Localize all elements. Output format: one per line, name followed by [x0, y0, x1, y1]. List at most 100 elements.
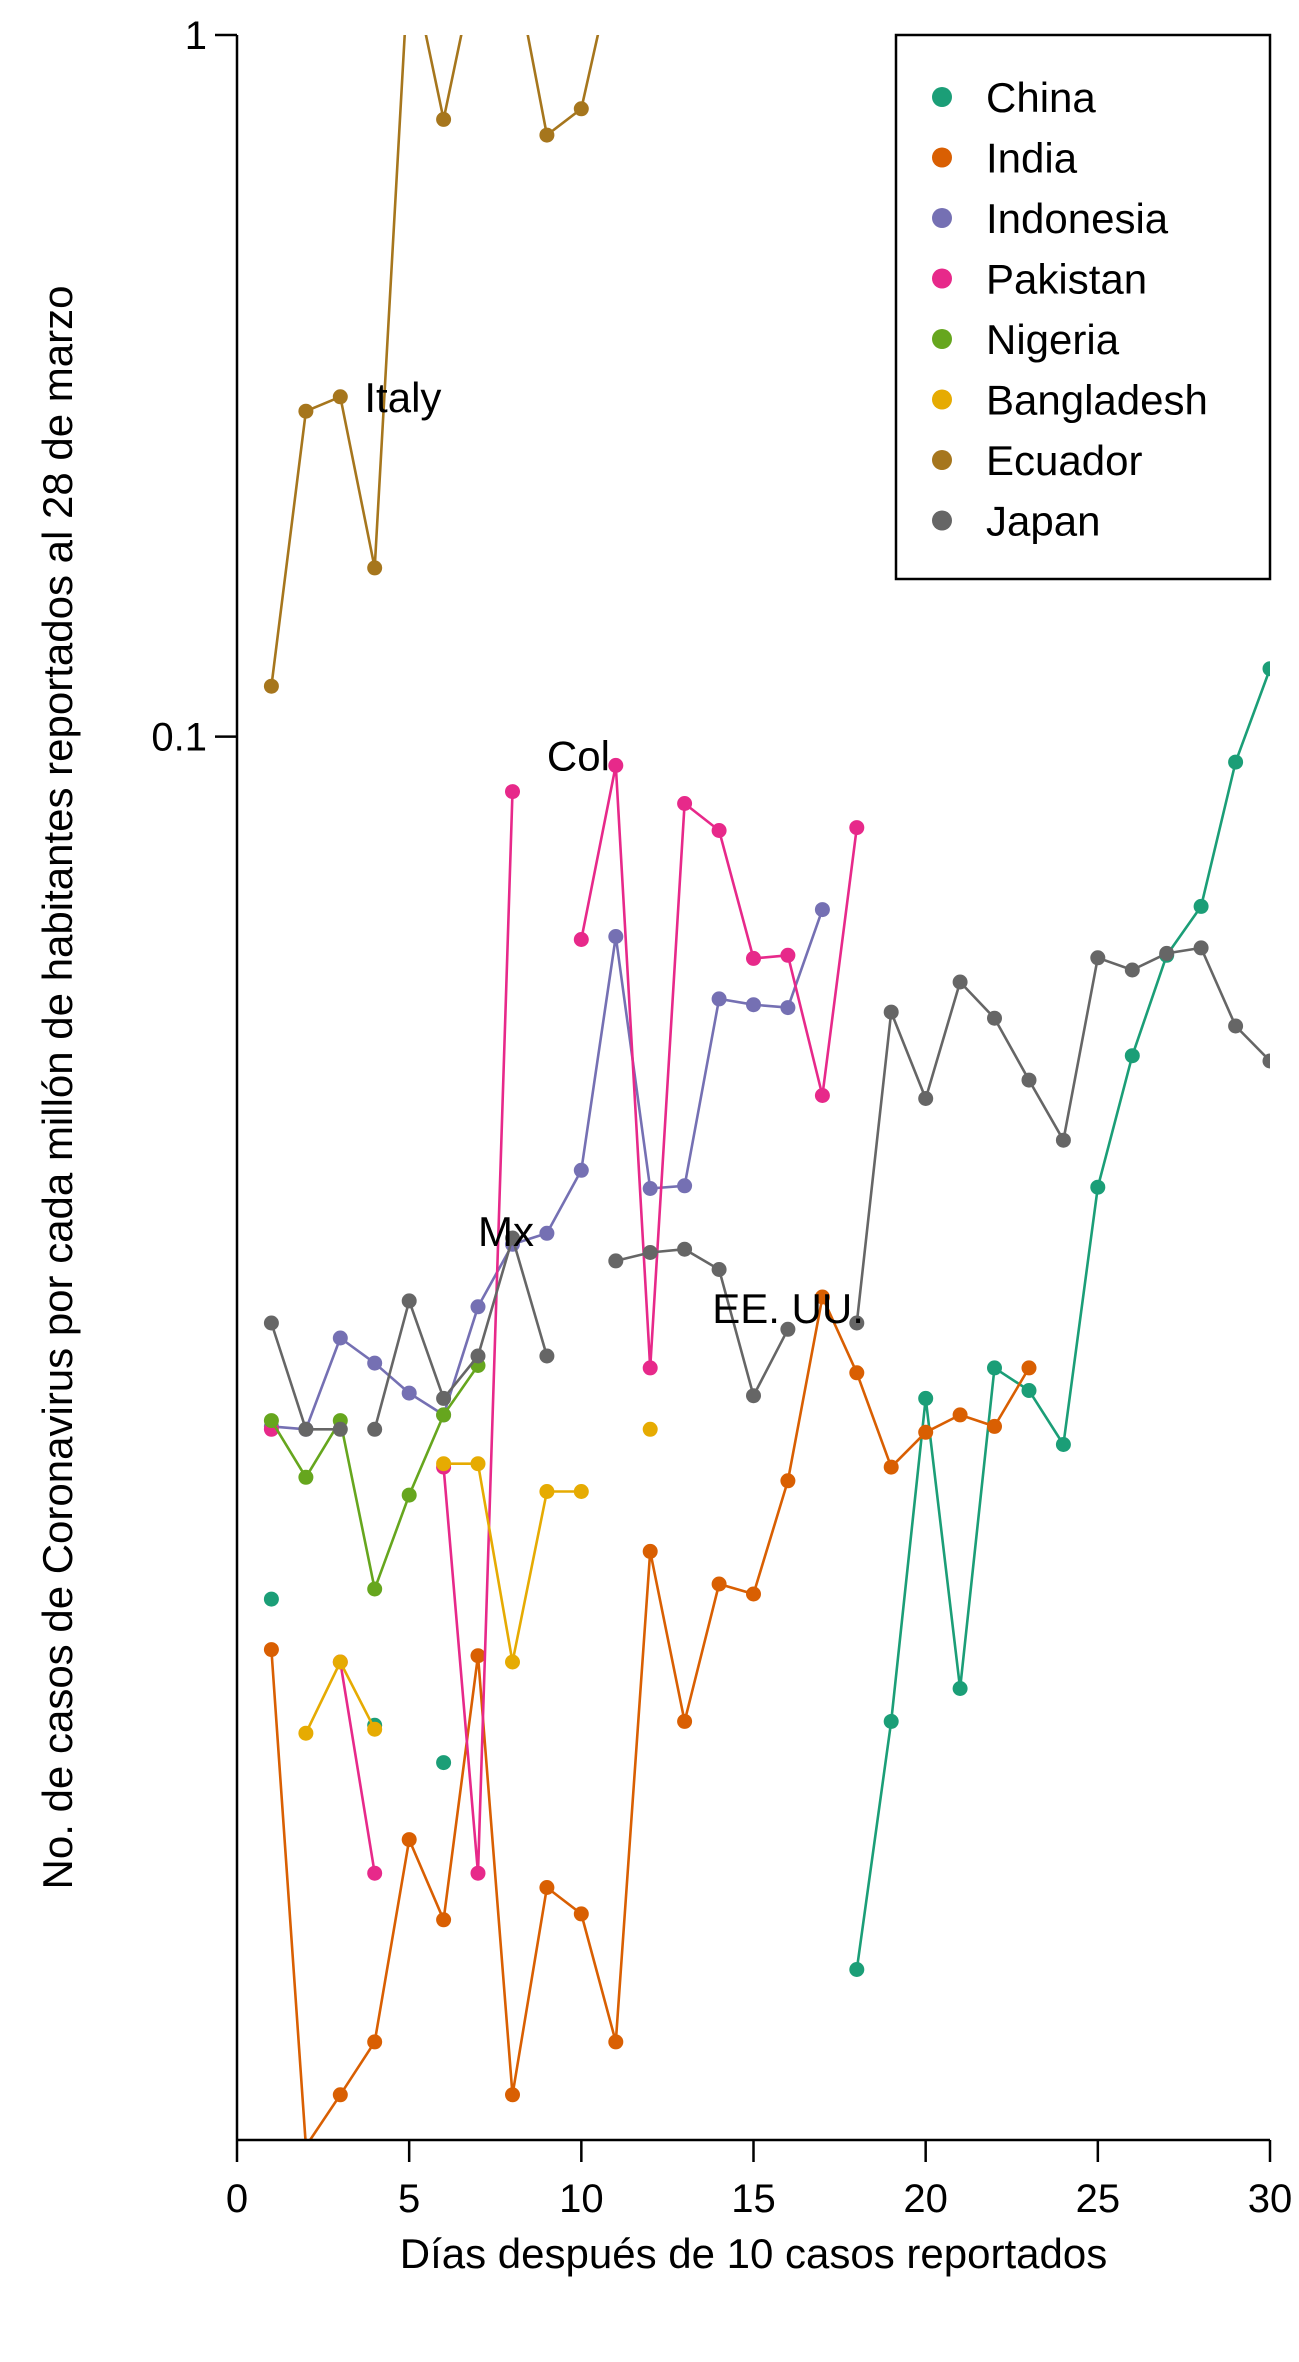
data-point — [1193, 898, 1209, 914]
y-tick-label: 0.1 — [151, 716, 207, 760]
data-point — [470, 1648, 486, 1664]
data-point — [263, 1413, 279, 1429]
data-point — [539, 127, 555, 143]
data-point — [263, 678, 279, 694]
data-point — [573, 932, 589, 947]
x-tick-label: 10 — [559, 2177, 604, 2221]
data-point — [711, 1576, 727, 1592]
data-point — [470, 1456, 486, 1472]
data-point — [263, 1591, 279, 1607]
x-tick-label: 5 — [398, 2177, 420, 2221]
series-line — [855, 668, 1270, 1970]
series-line — [339, 1661, 376, 1874]
data-point — [918, 1424, 934, 1440]
data-point — [1021, 1383, 1037, 1398]
legend-label: Indonesia — [986, 195, 1169, 242]
data-point — [642, 1421, 658, 1437]
series-pakistan — [263, 757, 865, 1881]
data-point — [436, 1456, 452, 1472]
data-point — [780, 1321, 796, 1337]
data-point — [436, 1390, 452, 1406]
data-point — [952, 1681, 968, 1696]
x-axis-title: Días después de 10 casos reportados — [400, 2230, 1107, 2277]
data-point — [298, 1725, 314, 1741]
data-point — [332, 1421, 348, 1437]
data-point — [642, 1360, 658, 1376]
data-point — [436, 111, 452, 127]
data-point — [642, 1181, 658, 1196]
annotation-label: Italy — [364, 374, 441, 421]
legend-marker — [932, 389, 952, 410]
data-point — [367, 1865, 383, 1881]
data-point — [332, 1654, 348, 1670]
data-point — [332, 1330, 348, 1346]
series-line — [270, 1322, 341, 1431]
data-point — [677, 1713, 693, 1729]
data-point — [539, 1484, 555, 1499]
data-point — [1262, 1053, 1270, 1069]
data-point — [746, 1586, 761, 1602]
data-point — [436, 1755, 452, 1771]
data-point — [608, 757, 624, 773]
data-point — [677, 796, 693, 811]
data-point — [367, 2034, 383, 2050]
data-point — [298, 403, 314, 419]
data-point — [1159, 945, 1175, 961]
data-point — [1193, 940, 1209, 956]
axes-layer: 0 5 10 15 20 25 30 1 0.1 Días después de 10 casos… — [34, 14, 1292, 2277]
series-ecuador — [263, 35, 600, 694]
data-point — [883, 1004, 899, 1020]
data-point — [298, 1421, 314, 1437]
annotation-label: Col — [547, 733, 610, 780]
data-point — [573, 101, 589, 117]
data-point — [1228, 754, 1244, 770]
data-point — [1055, 1437, 1071, 1452]
data-point — [505, 2087, 520, 2103]
x-tick-label: 0 — [226, 2177, 248, 2221]
data-point — [849, 1365, 865, 1381]
data-point — [367, 1421, 383, 1437]
data-point — [814, 1088, 830, 1103]
y-axis-title: No. de casos de Coronavirus por cada mil… — [34, 286, 81, 1890]
data-point — [401, 1832, 417, 1848]
data-point — [470, 1865, 486, 1881]
series-bangladesh — [298, 1421, 658, 1741]
data-point — [1262, 661, 1270, 677]
data-point — [573, 1906, 589, 1922]
data-point — [298, 1469, 314, 1485]
data-point — [780, 1000, 796, 1016]
data-point — [573, 1484, 589, 1499]
series-china — [263, 661, 1270, 1977]
legend-marker — [932, 450, 952, 470]
series-line — [373, 1236, 549, 1430]
data-point — [470, 1348, 486, 1364]
legend-label: China — [986, 74, 1096, 121]
data-point — [849, 1315, 865, 1331]
legend-marker — [932, 268, 952, 289]
data-point — [332, 2087, 348, 2103]
data-point — [746, 950, 761, 966]
data-point — [263, 1642, 279, 1658]
data-point — [711, 991, 727, 1007]
data-point — [849, 1962, 865, 1977]
data-point — [539, 1225, 555, 1241]
data-point — [573, 1162, 589, 1178]
data-point — [677, 1241, 693, 1257]
series-nigeria — [263, 1358, 486, 1597]
y-tick-label: 1 — [185, 14, 207, 58]
legend-box — [894, 33, 1272, 581]
series-india — [263, 1289, 1037, 2140]
x-tick-label: 15 — [731, 2177, 776, 2221]
data-point — [883, 1459, 899, 1475]
data-point — [987, 1360, 1002, 1376]
data-point — [1124, 1048, 1140, 1064]
series-line — [270, 35, 600, 687]
data-point — [849, 820, 865, 836]
data-point — [539, 1880, 555, 1895]
data-point — [608, 929, 624, 944]
legend-label: India — [986, 135, 1078, 182]
data-point — [539, 1348, 555, 1364]
data-point — [987, 1010, 1002, 1026]
data-point — [642, 1245, 658, 1260]
data-point — [436, 1912, 452, 1928]
